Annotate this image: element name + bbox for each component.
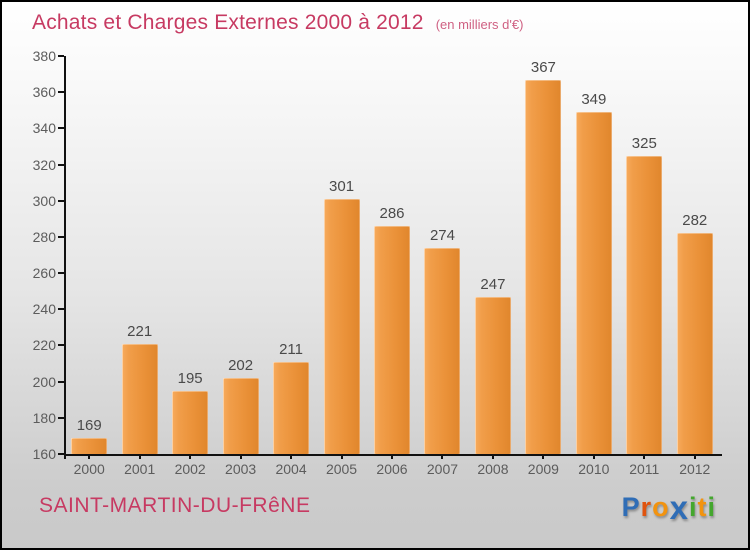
x-axis-line [64,454,722,456]
x-axis-tick [189,454,192,459]
bar-2005 [323,198,360,454]
x-axis-tick [441,454,444,459]
x-axis-label: 2009 [527,461,559,477]
x-axis-label: 2000 [73,461,105,477]
y-axis-tick [58,344,64,347]
bar-2008 [474,296,511,454]
y-axis-label: 300 [32,192,56,209]
x-axis-tick [239,454,242,459]
commune-name: SAINT-MARTIN-DU-FRêNE [39,494,311,517]
bar-2012 [676,233,713,454]
y-axis-tick [58,308,64,311]
x-axis-tick [491,454,494,459]
logo-letter-r-1: r [640,492,653,522]
y-axis-tick [58,199,64,202]
x-axis-label: 2002 [174,461,206,477]
y-axis-tick [58,453,64,455]
bar-value-label: 247 [480,275,506,293]
y-axis-label: 160 [32,446,56,462]
x-axis-label: 2004 [275,461,307,477]
bar-2001 [121,343,158,454]
y-axis-label: 320 [32,156,56,173]
bar-value-label: 349 [581,91,607,109]
x-axis-tick [643,454,646,459]
logo-letter-t-5: t [697,492,708,522]
logo-letter-x-3: x [669,489,689,526]
y-axis-tick [58,235,64,238]
bar-value-label: 202 [228,357,254,375]
x-axis-label: 2008 [477,461,509,477]
bar-value-label: 211 [279,340,304,358]
bar-2004 [273,361,310,454]
logo-letter-i-6: i [707,492,716,522]
bar-2010 [575,112,612,454]
chart-title: Achats et Charges Externes 2000 à 2012 [32,11,424,34]
x-axis-label: 2010 [578,461,610,477]
x-axis-label: 2005 [325,461,358,477]
bar-value-label: 286 [379,205,405,223]
logo-letter-p-0: P [621,492,641,522]
y-axis-label: 340 [32,120,56,137]
x-axis-label: 2006 [376,461,408,477]
y-axis-label: 360 [32,84,56,101]
y-axis-tick [58,272,64,275]
x-axis-tick [88,454,91,459]
y-axis-tick [58,127,64,130]
x-axis-label: 2001 [124,461,156,477]
bar-2000 [71,437,108,454]
bar-2007 [424,247,461,454]
x-axis-tick [693,454,696,459]
bar-value-label: 301 [329,177,355,195]
x-axis-tick [391,454,393,459]
y-axis-tick [58,163,64,166]
x-axis-tick [138,454,141,459]
x-axis-label: 2007 [426,461,459,477]
y-axis-tick [58,55,64,57]
bar-value-label: 367 [530,58,556,76]
bar-2009 [525,79,562,454]
y-axis-tick [58,91,64,94]
x-axis-tick [542,454,545,459]
title-row: Achats et Charges Externes 2000 à 2012 (e… [32,11,523,35]
bar-value-label: 325 [631,134,657,152]
x-axis-tick [290,454,293,459]
y-axis-label: 200 [32,373,56,390]
logo-letter-i-4: i [688,492,698,522]
x-axis-label: 2012 [679,461,711,477]
y-axis-label: 240 [32,301,56,318]
bar-2002 [172,390,209,454]
x-axis-tick [340,454,343,459]
bar-value-label: 282 [682,212,708,230]
bar-value-label: 274 [429,226,455,244]
y-axis-line [64,56,66,459]
proxiti-logo: Proxiti [622,489,716,527]
chart-subtitle: (en milliers d'€) [435,17,524,32]
y-axis-tick [58,380,64,383]
y-axis-label: 180 [32,409,56,426]
y-axis-label: 380 [32,48,56,64]
x-axis-label: 2011 [629,461,660,477]
bar-value-label: 195 [177,369,203,387]
bar-2011 [626,155,663,454]
logo-letter-o-2: o [652,492,670,522]
y-axis-label: 280 [32,228,56,245]
y-axis-label: 260 [32,265,56,282]
x-axis-label: 2003 [225,461,257,477]
bar-2006 [374,226,410,454]
bar-value-label: 221 [127,322,153,340]
y-axis-label: 220 [32,337,56,354]
x-axis-tick [592,454,595,459]
bar-2003 [222,378,259,454]
bar-value-label: 169 [76,416,102,434]
y-axis-tick [58,416,64,419]
